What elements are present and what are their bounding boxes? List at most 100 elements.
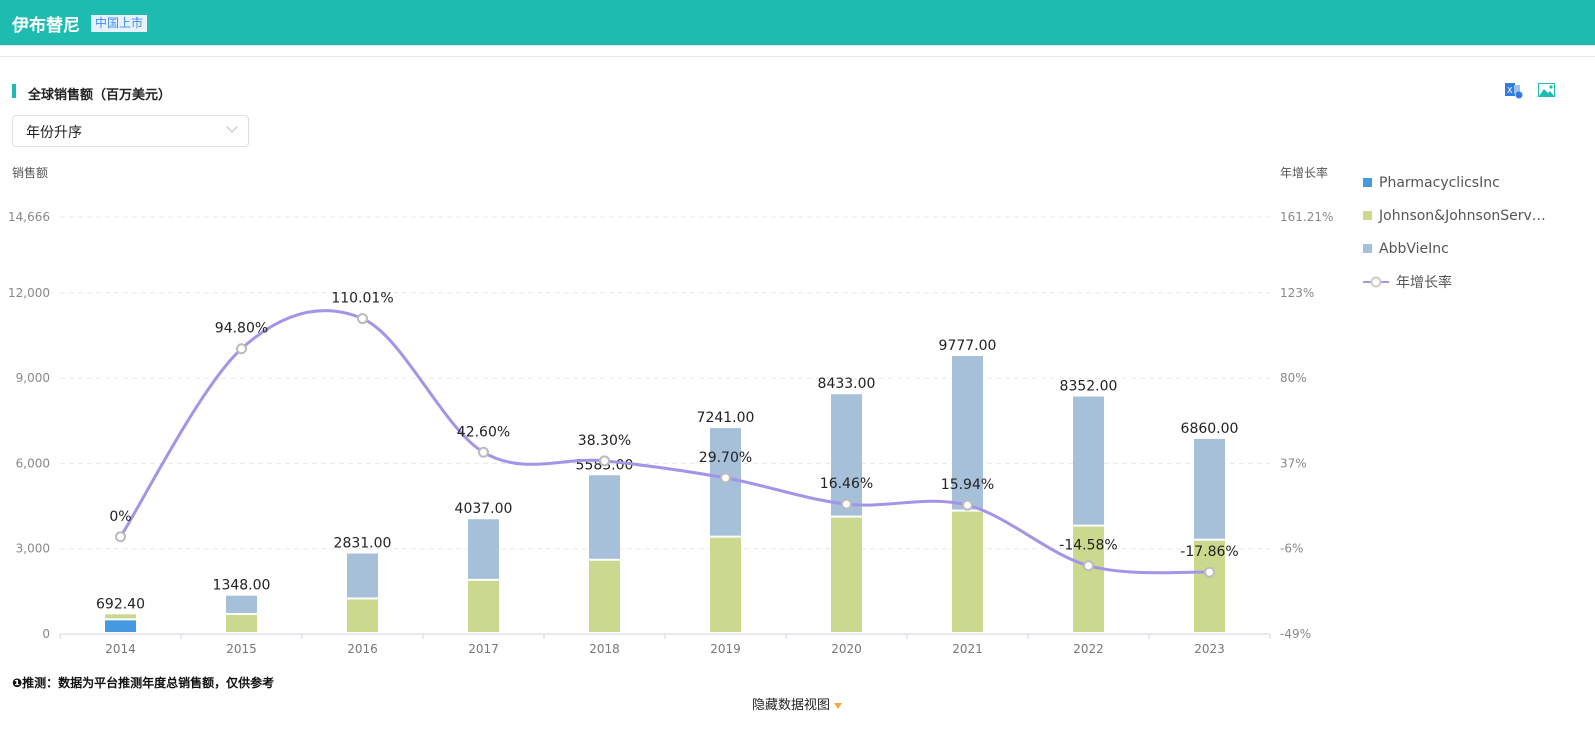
y2-tick-label: 123% — [1280, 286, 1314, 300]
legend-label: 年增长率 — [1396, 274, 1452, 291]
legend: PharmacyclicsInc Johnson&JohnsonServ… Ab… — [1363, 166, 1546, 298]
y-tick-label: 6,000 — [16, 456, 50, 470]
bar-total-label: 8433.00 — [818, 376, 876, 392]
growth-label: 42.60% — [457, 424, 510, 440]
y2-tick-label: 80% — [1280, 371, 1307, 385]
growth-label: 0% — [109, 509, 131, 525]
y-tick-label: 9,000 — [16, 371, 50, 385]
bar-segment — [347, 599, 378, 632]
bar-segment — [831, 517, 862, 632]
y2-tick-label: -49% — [1280, 627, 1311, 641]
bar-segment — [468, 519, 499, 579]
bar-total-label: 6860.00 — [1181, 421, 1239, 437]
bar-total-label: 8352.00 — [1060, 379, 1118, 395]
growth-point — [236, 343, 247, 355]
growth-point — [720, 472, 731, 484]
bar-segment — [226, 615, 257, 632]
bar-segment — [710, 537, 741, 632]
excel-export-icon[interactable]: X — [1505, 82, 1523, 99]
growth-label: -14.58% — [1059, 538, 1117, 554]
section-title: 全球销售额（百万美元） — [28, 88, 172, 103]
x-tick-label: 2020 — [831, 642, 862, 656]
bar-segment — [1194, 438, 1225, 539]
growth-label: 38.30% — [578, 433, 631, 449]
growth-label: 29.70% — [699, 450, 752, 466]
app-header: 伊布替尼 中国上市 — [0, 0, 1595, 46]
x-tick-label: 2019 — [710, 642, 741, 656]
x-tick-label: 2016 — [347, 642, 378, 656]
legend-swatch — [1363, 178, 1372, 187]
divider — [0, 56, 1595, 57]
legend-label: Johnson&JohnsonServ… — [1379, 207, 1546, 224]
toggle-label: 隐藏数据视图 — [752, 698, 831, 713]
bar-segment — [105, 614, 136, 619]
drug-title: 伊布替尼 — [12, 16, 80, 36]
sort-select-value: 年份升序 — [26, 125, 82, 141]
y-tick-label: 0 — [42, 627, 50, 641]
bar-segment — [952, 511, 983, 632]
bar-total-label: 692.40 — [96, 596, 145, 612]
x-tick-label: 2022 — [1073, 642, 1104, 656]
bar-total-label: 7241.00 — [697, 410, 755, 426]
y2-tick-label: -6% — [1280, 542, 1303, 556]
growth-label: 16.46% — [820, 476, 873, 492]
line-marker-icon — [1363, 276, 1389, 287]
growth-point — [357, 313, 368, 325]
growth-point — [1083, 560, 1094, 572]
growth-label: 110.01% — [331, 291, 393, 307]
growth-point — [115, 531, 126, 543]
image-download-icon[interactable] — [1538, 83, 1555, 97]
hide-data-view-toggle[interactable]: 隐藏数据视图 — [752, 694, 843, 713]
bar-segment — [347, 553, 378, 598]
bar-segment — [1073, 396, 1104, 525]
legend-label: AbbVieInc — [1379, 240, 1449, 257]
estimate-note: ❶推测：数据为平台推测年度总销售额，仅供参考 — [12, 676, 275, 690]
bar-segment — [1194, 540, 1225, 632]
bar-segment — [468, 580, 499, 632]
section-marker — [12, 84, 16, 98]
sort-select[interactable]: 年份升序 — [12, 115, 249, 147]
x-tick-label: 2023 — [1194, 642, 1225, 656]
y-tick-label: 3,000 — [16, 542, 50, 556]
bar-segment — [589, 475, 620, 559]
legend-item-pharmacyclics[interactable]: PharmacyclicsInc — [1363, 166, 1546, 199]
bar-total-label: 2831.00 — [334, 536, 392, 552]
y2-tick-label: 37% — [1280, 456, 1307, 470]
svg-text:X: X — [1507, 86, 1513, 95]
legend-item-abbvie[interactable]: AbbVieInc — [1363, 232, 1546, 265]
legend-swatch — [1363, 211, 1372, 220]
bar-segment — [831, 394, 862, 516]
y2-tick-label: 161.21% — [1280, 210, 1333, 224]
bar-segment — [589, 560, 620, 632]
bar-segment — [226, 595, 257, 614]
bar-segment — [105, 620, 136, 632]
growth-point — [478, 446, 489, 458]
bar-segment — [952, 356, 983, 510]
growth-point — [599, 455, 610, 467]
y-axis-title: 销售额 — [12, 166, 49, 180]
bar-total-label: 9777.00 — [939, 338, 997, 354]
note-text: 推测：数据为平台推测年度总销售额，仅供参考 — [22, 676, 275, 690]
growth-label: -17.86% — [1180, 544, 1238, 560]
market-badge: 中国上市 — [91, 15, 148, 32]
bar-total-label: 1348.00 — [213, 578, 271, 594]
legend-swatch — [1363, 244, 1372, 253]
legend-item-jnj[interactable]: Johnson&JohnsonServ… — [1363, 199, 1546, 232]
growth-point — [841, 498, 852, 510]
x-tick-label: 2014 — [105, 642, 136, 656]
y-tick-label: 12,000 — [8, 286, 50, 300]
legend-item-growth[interactable]: 年增长率 — [1363, 265, 1546, 298]
x-tick-label: 2015 — [226, 642, 257, 656]
legend-label: PharmacyclicsInc — [1379, 174, 1500, 191]
growth-line — [119, 309, 1210, 575]
bar-total-label: 4037.00 — [455, 501, 513, 517]
y-tick-label: 14,666 — [8, 210, 50, 224]
growth-label: 15.94% — [941, 477, 994, 493]
caret-down-icon — [834, 702, 843, 709]
bar-segment — [1073, 526, 1104, 632]
growth-point — [1204, 566, 1215, 578]
x-tick-label: 2018 — [589, 642, 620, 656]
y2-axis-title: 年增长率 — [1280, 166, 1329, 180]
x-tick-label: 2017 — [468, 642, 499, 656]
